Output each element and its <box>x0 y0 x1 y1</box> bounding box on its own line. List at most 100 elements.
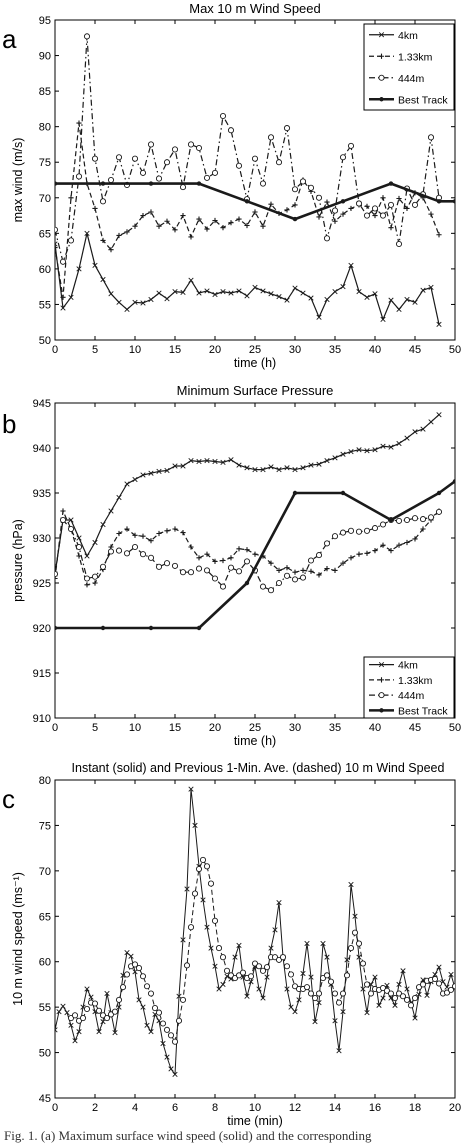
data-point <box>68 517 74 523</box>
data-point <box>160 1040 166 1047</box>
data-point <box>107 1011 115 1018</box>
data-point <box>419 981 427 988</box>
data-point <box>244 293 250 299</box>
data-point <box>84 553 90 559</box>
data-point <box>348 262 354 268</box>
data-point <box>379 212 387 219</box>
data-point <box>235 972 243 979</box>
data-point <box>396 542 402 548</box>
data-point <box>292 466 298 473</box>
data-point <box>212 963 218 969</box>
data-point <box>420 426 426 432</box>
data-point <box>212 558 218 564</box>
data-point <box>392 1002 398 1008</box>
data-point <box>172 463 178 469</box>
data-point <box>348 205 354 212</box>
data-point <box>79 1014 87 1022</box>
data-point <box>88 994 94 1000</box>
data-point <box>443 989 451 996</box>
data-point <box>331 990 339 997</box>
data-point <box>243 558 251 565</box>
data-point <box>75 543 83 551</box>
y-tick-label: 45 <box>39 1093 51 1105</box>
x-tick-label: 45 <box>409 344 421 356</box>
data-point <box>187 569 195 576</box>
data-point <box>132 532 138 538</box>
data-point <box>156 223 162 229</box>
data-point <box>187 141 195 148</box>
data-point <box>252 466 258 473</box>
data-point <box>147 990 155 997</box>
data-point <box>103 1014 111 1022</box>
data-point <box>219 954 227 961</box>
data-point <box>303 984 311 991</box>
data-point <box>84 986 90 992</box>
data-point <box>324 954 330 960</box>
data-point <box>67 237 75 244</box>
data-point <box>187 924 195 931</box>
data-point <box>311 995 319 1002</box>
data-point <box>168 1066 174 1072</box>
data-point <box>411 995 419 1002</box>
y-tick-label: 60 <box>39 264 51 276</box>
y-tick-label: 55 <box>39 1002 51 1014</box>
data-point <box>351 929 359 936</box>
data-point <box>255 963 263 970</box>
data-point <box>148 625 154 631</box>
data-point <box>364 550 370 556</box>
data-point <box>115 154 123 161</box>
data-point <box>55 1027 58 1033</box>
chart-title: Minimum Surface Pressure <box>177 383 334 398</box>
data-point <box>236 546 242 552</box>
x-tick-label: 18 <box>409 1102 421 1114</box>
data-point <box>108 247 114 253</box>
data-point <box>244 465 250 471</box>
data-point <box>416 991 422 998</box>
data-point <box>204 288 210 294</box>
chart-title: Max 10 m Wind Speed <box>189 1 321 16</box>
data-point <box>316 572 322 578</box>
data-point <box>323 972 331 979</box>
data-point <box>424 992 430 998</box>
x-tick-label: 0 <box>52 1102 58 1114</box>
panel-letter: a <box>2 24 17 54</box>
data-point <box>223 967 231 974</box>
y-tick-label: 930 <box>33 533 51 545</box>
data-point <box>332 1018 338 1024</box>
x-tick-label: 0 <box>52 344 58 356</box>
data-point <box>348 555 354 561</box>
data-point <box>376 1002 382 1008</box>
data-point <box>144 1022 150 1028</box>
chart-panel-c: c Instant (solid) and Previous 1-Min. Ave… <box>2 761 461 1128</box>
data-point <box>291 983 299 990</box>
data-point <box>324 296 330 303</box>
data-point <box>139 169 147 176</box>
data-point <box>359 960 367 967</box>
x-tick-label: 10 <box>129 722 141 734</box>
y-tick-label: 910 <box>33 713 51 725</box>
data-point <box>55 226 59 233</box>
data-point <box>100 181 106 186</box>
y-tick-label: 85 <box>39 86 51 98</box>
data-point <box>372 974 378 980</box>
data-point <box>276 294 282 300</box>
y-tick-label: 95 <box>39 15 51 27</box>
data-point <box>116 494 122 501</box>
x-axis-label: time (h) <box>234 734 276 748</box>
x-tick-label: 8 <box>212 1102 218 1114</box>
data-point <box>380 995 386 1001</box>
chart-title: Instant (solid) and Previous 1-Min. Ave.… <box>72 761 445 775</box>
y-tick-label: 90 <box>39 51 51 63</box>
data-point <box>387 201 395 208</box>
data-point <box>131 961 139 968</box>
data-point <box>55 241 58 247</box>
data-point <box>204 551 210 557</box>
panel-letter: c <box>2 784 15 814</box>
data-point <box>212 217 218 224</box>
data-point <box>247 973 255 980</box>
y-axis-label: 10 m wind speed (ms⁻¹) <box>11 872 25 1006</box>
data-point <box>55 181 58 186</box>
data-point <box>340 199 346 204</box>
data-point <box>260 223 266 229</box>
data-point <box>211 575 219 582</box>
